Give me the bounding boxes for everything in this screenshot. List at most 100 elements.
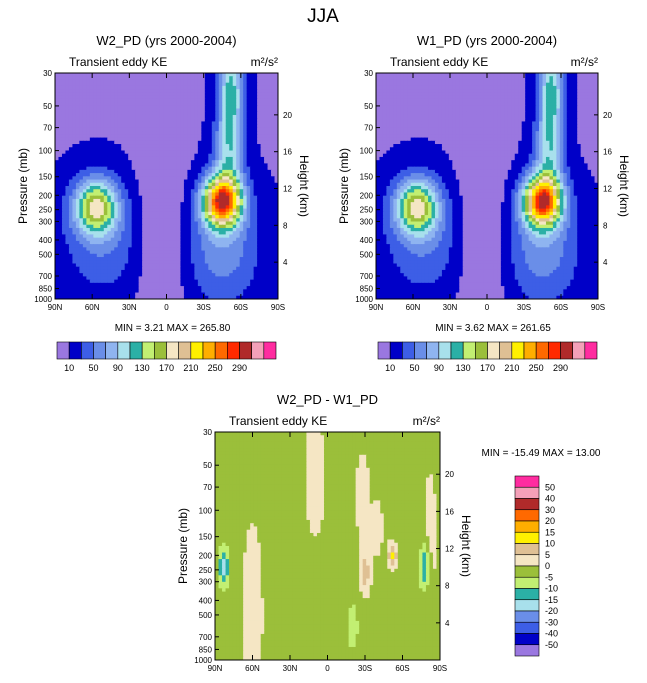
contour-cell <box>594 79 598 84</box>
contour-cell <box>257 121 262 126</box>
contour-cell <box>82 73 87 77</box>
contour-cell <box>169 289 175 294</box>
contour-cell <box>72 186 77 190</box>
contour-cell <box>260 98 265 103</box>
contour-cell <box>180 140 185 145</box>
contour-cell <box>197 179 202 184</box>
contour-cell <box>264 263 269 268</box>
contour-cell <box>239 202 244 206</box>
contour-cell <box>100 195 105 200</box>
contour-cell <box>68 237 74 242</box>
contour-cell <box>128 263 133 268</box>
contour-cell <box>156 221 161 226</box>
contour-cell <box>145 286 150 290</box>
contour-cell <box>183 276 188 281</box>
contour-cell <box>208 189 213 194</box>
contour-cell <box>264 153 269 158</box>
contour-cell <box>257 156 262 161</box>
contour-cell <box>250 205 255 210</box>
contour-cell <box>462 85 467 90</box>
contour-cell <box>480 73 485 77</box>
contour-cell <box>187 215 192 219</box>
contour-cell <box>438 82 443 87</box>
contour-cell <box>229 266 234 271</box>
contour-cell <box>142 118 147 123</box>
contour-cell <box>68 137 74 142</box>
contour-cell <box>211 247 216 252</box>
contour-cell <box>250 131 255 135</box>
contour-cell <box>201 163 206 168</box>
contour-cell <box>180 240 185 245</box>
contour-cell <box>124 108 129 113</box>
contour-cell <box>61 73 67 77</box>
contour-cell <box>260 160 265 164</box>
contour-cell <box>124 186 129 190</box>
contour-cell <box>180 205 185 210</box>
contour-cell <box>100 276 105 281</box>
contour-cell <box>229 292 234 297</box>
contour-cell <box>100 79 105 84</box>
contour-cell <box>75 279 80 284</box>
contour-cell <box>455 76 460 81</box>
contour-cell <box>103 118 108 123</box>
contour-cell <box>246 166 251 171</box>
contour-cell <box>236 186 241 190</box>
contour-cell <box>204 85 209 90</box>
contour-cell <box>208 114 213 119</box>
contour-cell <box>79 160 84 164</box>
contour-cell <box>211 208 216 213</box>
contour-cell <box>107 202 112 206</box>
contour-cell <box>253 137 258 142</box>
contour-cell <box>156 234 161 239</box>
contour-cell <box>441 89 446 93</box>
contour-cell <box>201 76 206 81</box>
contour-cell <box>257 76 262 81</box>
contour-cell <box>204 292 209 297</box>
contour-cell <box>386 76 391 81</box>
contour-cell <box>222 198 227 203</box>
contour-cell <box>250 79 255 84</box>
contour-cell <box>267 118 272 123</box>
contour-cell <box>55 134 60 139</box>
contour-cell <box>208 108 213 113</box>
contour-cell <box>232 282 237 287</box>
contour-cell <box>253 92 258 97</box>
contour-cell <box>403 79 408 84</box>
contour-cell <box>72 289 77 294</box>
contour-cell <box>156 237 161 242</box>
contour-cell <box>61 202 67 206</box>
contour-cell <box>239 82 244 87</box>
contour-cell <box>121 124 126 129</box>
contour-cell <box>260 108 265 113</box>
contour-cell <box>110 89 115 93</box>
contour-cell <box>253 253 258 258</box>
contour-cell <box>222 215 227 219</box>
contour-cell <box>79 257 84 261</box>
contour-cell <box>274 234 278 239</box>
contour-cell <box>107 82 112 87</box>
contour-cell <box>93 89 98 93</box>
contour-cell <box>215 131 220 135</box>
contour-cell <box>68 295 74 299</box>
contour-cell <box>93 263 98 268</box>
contour-cell <box>204 144 209 148</box>
contour-cell <box>215 134 220 139</box>
contour-cell <box>194 179 199 184</box>
contour-cell <box>65 169 70 174</box>
contour-cell <box>107 156 112 161</box>
contour-cell <box>86 114 91 119</box>
contour-cell <box>131 211 136 216</box>
contour-cell <box>152 182 157 187</box>
contour-cell <box>117 289 122 294</box>
contour-cell <box>93 192 98 197</box>
contour-cell <box>271 140 276 145</box>
contour-cell <box>166 82 171 87</box>
contour-cell <box>274 160 278 164</box>
contour-cell <box>176 186 182 190</box>
contour-cell <box>201 160 206 164</box>
contour-cell <box>173 192 178 197</box>
contour-cell <box>93 76 98 81</box>
contour-cell <box>222 295 227 299</box>
contour-cell <box>211 108 216 113</box>
contour-cell <box>163 153 168 158</box>
